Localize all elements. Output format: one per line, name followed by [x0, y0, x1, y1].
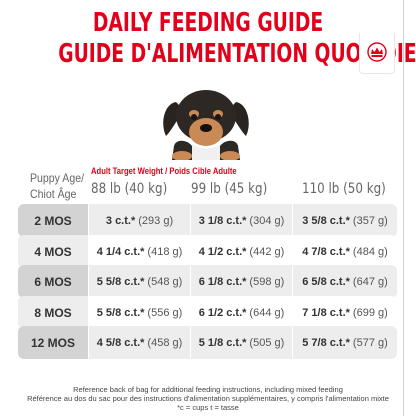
- feeding-amount-cell: 4 1/2 c.t.* (442 g): [191, 235, 292, 268]
- cups-value: 6 1/2 c.t.*: [198, 306, 247, 319]
- feeding-amount-cell: 4 1/4 c.t.* (418 g): [89, 235, 190, 268]
- age-column-header: Puppy Age/ Chiot Âge: [30, 170, 84, 202]
- cups-value: 5 7/8 c.t.*: [302, 336, 350, 349]
- grams-value: (418 g): [147, 245, 183, 258]
- age-header-fr: Chiot Âge: [30, 187, 77, 201]
- grams-value: (644 g): [249, 306, 285, 319]
- age-cell: 2 MOS: [18, 204, 88, 237]
- feeding-amount-cell: 6 5/8 c.t.* (647 g): [293, 265, 397, 298]
- grams-value: (577 g): [352, 336, 388, 349]
- footer-line-en: Reference back of bag for additional fee…: [73, 385, 343, 394]
- grams-value: (293 g): [138, 214, 174, 227]
- feeding-amount-cell: 5 1/8 c.t.* (505 g): [191, 326, 292, 359]
- cups-value: 3 1/8 c.t.*: [198, 214, 247, 227]
- cups-value: 7 1/8 c.t.*: [302, 306, 350, 319]
- weight-header: Adult Target Weight / Poids Cible Adulte: [91, 166, 237, 176]
- grams-value: (357 g): [352, 214, 388, 227]
- feeding-amount-cell: 7 1/8 c.t.* (699 g): [293, 296, 397, 329]
- table-row: 4 MOS 4 1/4 c.t.* (418 g) 4 1/2 c.t.* (442 g…: [18, 235, 397, 268]
- cups-value: 5 5/8 c.t.*: [96, 275, 145, 288]
- cups-value: 6 1/8 c.t.*: [198, 275, 247, 288]
- footer-line-note: *c = cups t = tasse: [177, 403, 239, 412]
- feeding-amount-cell: 4 7/8 c.t.* (484 g): [293, 235, 397, 268]
- cups-value: 5 5/8 c.t.*: [96, 306, 145, 319]
- grams-value: (505 g): [249, 336, 285, 349]
- age-header-en: Puppy Age/: [30, 171, 85, 185]
- cups-value: 4 1/2 c.t.*: [198, 245, 247, 258]
- puppy-photo: [163, 90, 249, 160]
- cups-value: 3 c.t.*: [105, 214, 136, 227]
- feeding-amount-cell: 5 5/8 c.t.* (556 g): [89, 296, 190, 329]
- page-edge-line: [403, 0, 404, 416]
- feeding-amount-cell: 6 1/2 c.t.* (644 g): [191, 296, 292, 329]
- grams-value: (556 g): [147, 306, 183, 319]
- cups-value: 5 1/8 c.t.*: [198, 336, 247, 349]
- feeding-amount-cell: 3 5/8 c.t.* (357 g): [293, 204, 397, 237]
- cups-value: 6 5/8 c.t.*: [302, 275, 350, 288]
- brand-logo-tab: [359, 33, 395, 74]
- column-header-1: 88 lb (40 kg): [91, 181, 168, 197]
- table-row: 12 MOS 4 5/8 c.t.* (458 g) 5 1/8 c.t.* (505 …: [18, 326, 397, 359]
- feeding-amount-cell: 6 1/8 c.t.* (598 g): [191, 265, 292, 298]
- title-english: DAILY FEEDING GUIDE: [92, 8, 324, 38]
- age-cell: 8 MOS: [18, 296, 88, 329]
- table-row: 6 MOS 5 5/8 c.t.* (548 g) 6 1/8 c.t.* (598 g…: [18, 265, 397, 298]
- table-row: 8 MOS 5 5/8 c.t.* (556 g) 6 1/2 c.t.* (644 g…: [18, 296, 397, 329]
- grams-value: (484 g): [352, 245, 388, 258]
- grams-value: (647 g): [352, 275, 388, 288]
- cups-value: 4 7/8 c.t.*: [302, 245, 350, 258]
- feeding-amount-cell: 4 5/8 c.t.* (458 g): [89, 326, 190, 359]
- grams-value: (442 g): [249, 245, 285, 258]
- grams-value: (699 g): [352, 306, 388, 319]
- title-french: GUIDE D'ALIMENTATION QUOTIDIEN: [58, 39, 416, 69]
- feeding-amount-cell: 5 5/8 c.t.* (548 g): [89, 265, 190, 298]
- grams-value: (598 g): [249, 275, 285, 288]
- grams-value: (304 g): [249, 214, 285, 227]
- cups-value: 4 5/8 c.t.*: [96, 336, 145, 349]
- table-row: 2 MOS 3 c.t.* (293 g) 3 1/8 c.t.* (304 g) 3 5…: [18, 204, 397, 237]
- column-header-3: 110 lb (50 kg): [302, 181, 386, 197]
- feeding-amount-cell: 5 7/8 c.t.* (577 g): [293, 326, 397, 359]
- grams-value: (458 g): [147, 336, 183, 349]
- cups-value: 4 1/4 c.t.*: [96, 245, 145, 258]
- age-cell: 12 MOS: [18, 326, 88, 359]
- grams-value: (548 g): [147, 275, 183, 288]
- footer-line-fr: Référence au dos du sac pour des instruc…: [27, 394, 389, 403]
- column-header-2: 99 lb (45 kg): [191, 181, 268, 197]
- age-cell: 4 MOS: [18, 235, 88, 268]
- age-cell: 6 MOS: [18, 265, 88, 298]
- crown-logo-icon: [367, 42, 387, 62]
- feeding-amount-cell: 3 1/8 c.t.* (304 g): [191, 204, 292, 237]
- cups-value: 3 5/8 c.t.*: [302, 214, 350, 227]
- feeding-amount-cell: 3 c.t.* (293 g): [89, 204, 190, 237]
